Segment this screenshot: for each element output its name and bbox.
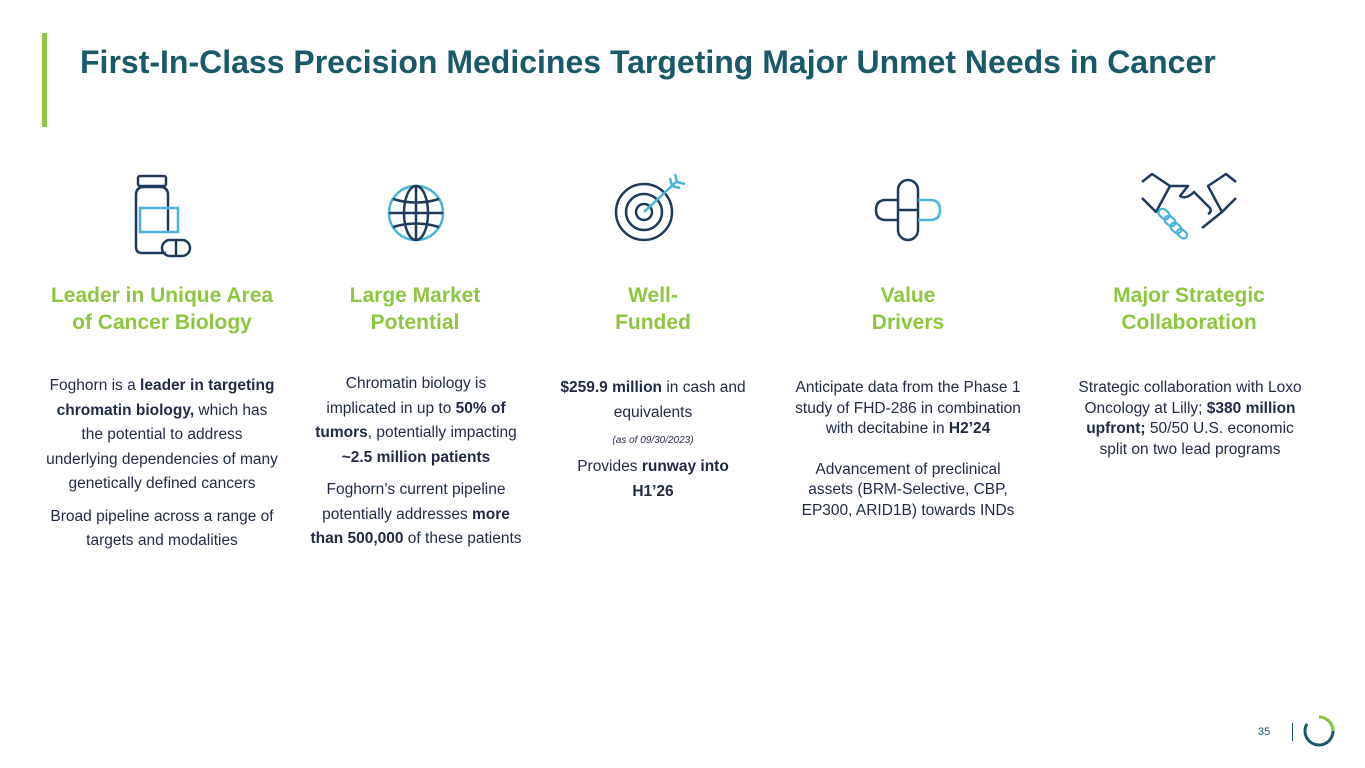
- page-number: 35: [1258, 726, 1271, 738]
- column-title-value: Value Drivers: [871, 284, 945, 334]
- column-title-leader: Leader in Unique Area of Cancer Biology: [50, 284, 274, 334]
- column-body-funded: $259.9 million in cash and equivalents (…: [560, 376, 746, 504]
- company-logo-icon: [1302, 714, 1336, 753]
- title-accent-bar: [42, 33, 47, 127]
- medicine-bottle-icon: [128, 174, 196, 261]
- target-icon: [614, 172, 690, 244]
- footer-divider: [1292, 723, 1293, 741]
- column-body-collaboration: Strategic collaboration with Loxo Oncolo…: [1076, 378, 1304, 460]
- phase1-paragraph: Anticipate data from the Phase 1 study o…: [795, 379, 1021, 437]
- pipeline-paragraph: Broad pipeline across a range of targets…: [50, 507, 274, 550]
- slide-title: First-In-Class Precision Medicines Targe…: [80, 44, 1216, 80]
- pipeline-reach-paragraph: Foghorn’s current pipeline potentially a…: [310, 481, 522, 547]
- globe-icon: [387, 184, 445, 242]
- preclinical-paragraph: Advancement of preclinical assets (BRM-S…: [801, 460, 1015, 519]
- cash-date-note: (as of 09/30/2023): [612, 435, 694, 446]
- leader-paragraph: Foghorn is a leader in targeting chromat…: [46, 377, 278, 492]
- plus-pill-icon: [874, 178, 942, 244]
- column-body-leader: Foghorn is a leader in targeting chromat…: [44, 374, 280, 554]
- loxo-paragraph: Strategic collaboration with Loxo Oncolo…: [1078, 379, 1302, 458]
- runway-paragraph: Provides runway into H1’26: [577, 458, 729, 500]
- column-body-value: Anticipate data from the Phase 1 study o…: [794, 378, 1022, 521]
- column-body-market: Chromatin biology is implicated in up to…: [310, 372, 522, 552]
- cash-paragraph: $259.9 million in cash and equivalents: [560, 379, 746, 421]
- column-title-collaboration: Major Strategic Collaboration: [1113, 284, 1265, 334]
- handshake-icon: [1140, 172, 1238, 242]
- market-paragraph: Chromatin biology is implicated in up to…: [315, 375, 517, 466]
- column-title-funded: Well- Funded: [615, 284, 691, 334]
- column-title-market: Large Market Potential: [349, 284, 481, 334]
